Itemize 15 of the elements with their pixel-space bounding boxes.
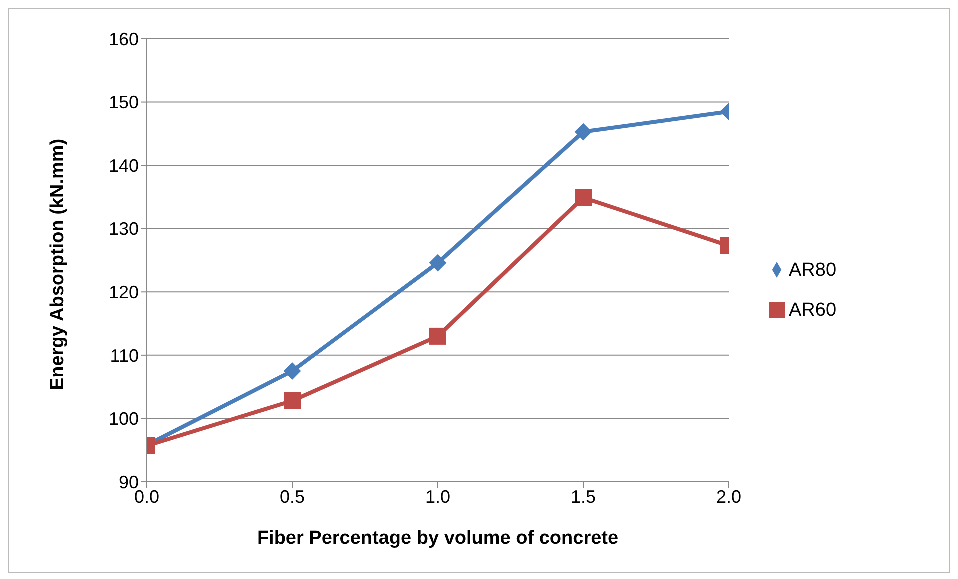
y-axis-title: Energy Absorption (kN.mm) [48, 138, 69, 390]
x-tick-label: 0.5 [280, 486, 306, 507]
legend-label: AR80 [789, 260, 837, 280]
y-tick-label: 120 [108, 282, 139, 303]
y-tick-label: 110 [110, 346, 139, 366]
y-tick-label: 140 [108, 156, 139, 176]
x-tick-label: 2.0 [716, 486, 742, 507]
y-tick-label: 100 [108, 409, 139, 430]
x-axis-title: Fiber Percentage by volume of concrete [257, 528, 619, 549]
x-tick-label: 1.5 [570, 486, 596, 507]
y-tick-label: 150 [108, 92, 139, 113]
legend-label: AR60 [789, 300, 837, 320]
y-tick-label: 160 [108, 29, 139, 50]
y-tick-label: 130 [108, 219, 139, 240]
x-tick-label: 1.0 [425, 486, 451, 507]
